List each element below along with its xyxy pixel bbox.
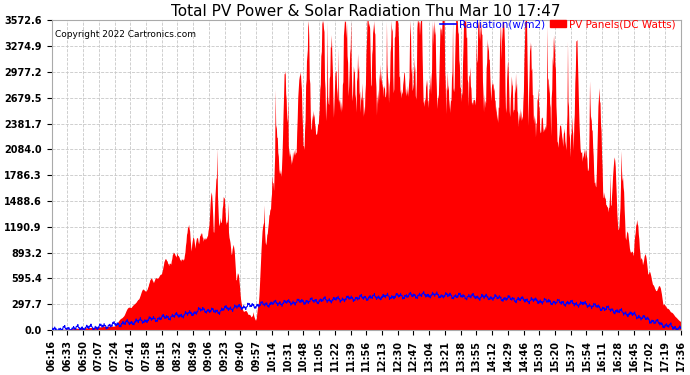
Title: Total PV Power & Solar Radiation Thu Mar 10 17:47: Total PV Power & Solar Radiation Thu Mar… xyxy=(172,4,561,19)
Legend: Radiation(w/m2), PV Panels(DC Watts): Radiation(w/m2), PV Panels(DC Watts) xyxy=(440,20,676,29)
Text: Copyright 2022 Cartronics.com: Copyright 2022 Cartronics.com xyxy=(55,30,196,39)
